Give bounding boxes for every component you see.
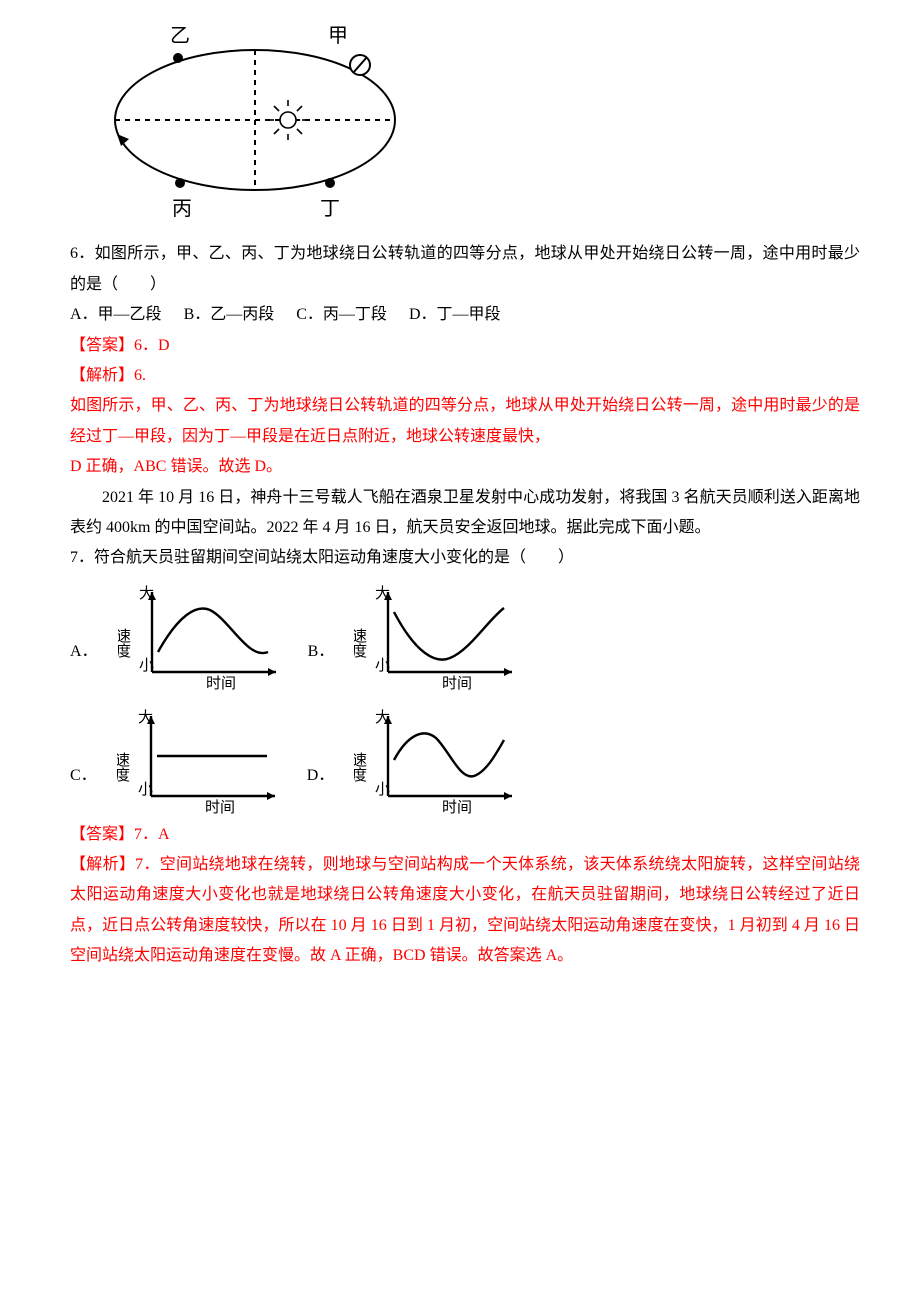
chart-b: 大 速度 小 时间 [354,580,524,690]
chart-d-x: 时间 [442,799,472,814]
q7-text: 7．符合航天员驻留期间空间站绕太阳运动角速度大小变化的是（ ） [70,543,860,573]
q7-row-2: C． 大 速度 小 时间 D． 大 速度 小 时间 [70,704,860,814]
q7-option-d-label: D． [307,768,335,814]
q7-row-1: A． 大 速度 小 时间 B． 大 速度 小 时间 [70,580,860,690]
chart-a-ybot: 小 [139,657,154,674]
chart-d-ymid: 速度 [354,752,367,782]
chart-a-ytop: 大 [139,585,154,602]
q6-analysis-label: 【解析】6. [70,361,860,391]
chart-c: 大 速度 小 时间 [117,704,287,814]
orbit-arrow-icon [117,134,129,146]
chart-b-x: 时间 [442,675,472,690]
orbit-label-bing: 丙 [172,198,192,220]
q7-answer: 【答案】7．A [70,820,860,850]
q7-analysis: 【解析】7．空间站绕地球在绕转，则地球与空间站构成一个天体系统，该天体系统绕太阳… [70,850,860,972]
chart-c-ymid: 速度 [117,752,130,782]
chart-d: 大 速度 小 时间 [354,704,524,814]
earth-icon [350,55,370,75]
sun-icon [268,100,308,140]
q6-text: 6．如图所示，甲、乙、丙、丁为地球绕日公转轨道的四等分点，地球从甲处开始绕日公转… [70,239,860,300]
passage-text: 2021 年 10 月 16 日，神舟十三号载人飞船在酒泉卫星发射中心成功发射，… [70,483,860,544]
orbit-label-ding: 丁 [320,198,340,220]
chart-a-x: 时间 [206,675,236,690]
q7-option-c-label: C． [70,768,97,814]
chart-a: 大 速度 小 时间 [118,580,288,690]
chart-c-ytop: 大 [138,709,153,726]
chart-c-x: 时间 [205,799,235,814]
chart-b-ybot: 小 [375,657,390,674]
chart-b-ytop: 大 [375,585,390,602]
q6-option-d: D．丁—甲段 [409,300,501,330]
chart-d-ybot: 小 [375,781,390,798]
chart-a-ymid: 速度 [118,628,131,658]
orbit-point-ding [325,178,335,188]
q6-option-a: A．甲—乙段 [70,300,162,330]
q6-options: A．甲—乙段 B．乙—丙段 C．丙—丁段 D．丁—甲段 [70,300,860,330]
orbit-point-bing [175,178,185,188]
q6-option-b: B．乙—丙段 [184,300,275,330]
orbit-point-yi [173,53,183,63]
chart-d-ytop: 大 [375,709,390,726]
q6-option-c: C．丙—丁段 [296,300,387,330]
q7-option-b-label: B． [308,644,335,690]
q6-analysis-2: D 正确，ABC 错误。故选 D。 [70,452,860,482]
q7-option-a-label: A． [70,644,98,690]
q6-analysis-1: 如图所示，甲、乙、丙、丁为地球绕日公转轨道的四等分点，地球从甲处开始绕日公转一周… [70,391,860,452]
q6-answer: 【答案】6．D [70,331,860,361]
orbit-diagram: 乙 甲 丙 丁 [90,20,860,231]
orbit-label-yi: 乙 [170,25,190,47]
chart-c-ybot: 小 [138,781,153,798]
chart-b-ymid: 速度 [354,628,367,658]
orbit-label-jia: 甲 [328,25,348,47]
